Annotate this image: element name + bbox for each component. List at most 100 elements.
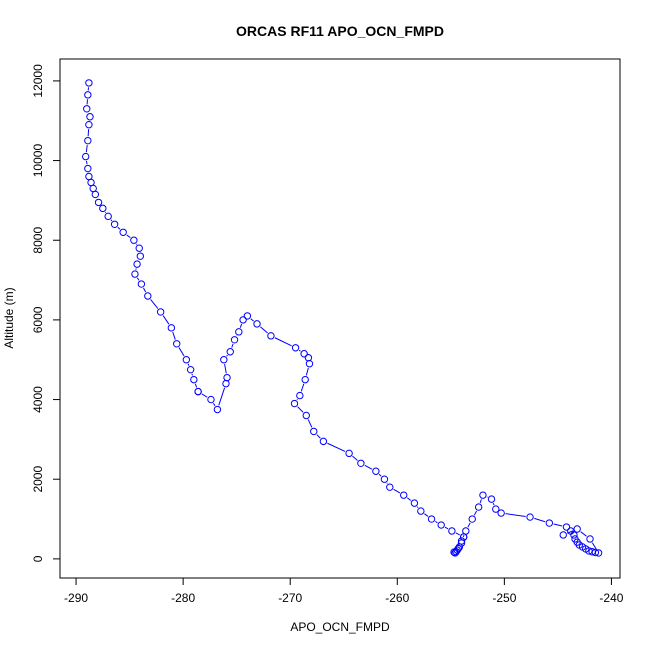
series-line-segment	[187, 363, 190, 366]
data-point	[84, 164, 92, 173]
series-line-segment	[316, 434, 321, 439]
data-point	[586, 535, 594, 543]
data-point	[573, 525, 581, 533]
data-point	[84, 91, 92, 99]
data-point	[410, 499, 419, 507]
series-line-segment	[150, 299, 159, 309]
data-point	[144, 292, 152, 300]
data-series	[450, 491, 603, 557]
data-point	[591, 548, 600, 557]
data-point	[291, 344, 300, 352]
data-point	[133, 260, 141, 268]
series-line-segment	[473, 510, 478, 516]
series-line-segment	[393, 488, 401, 494]
data-point	[84, 136, 92, 145]
series-line-segment	[378, 473, 382, 477]
data-point	[239, 316, 247, 324]
series-line-segment	[591, 542, 597, 550]
series-line-segment	[479, 499, 482, 504]
data-point	[457, 539, 466, 547]
data-point	[559, 531, 567, 539]
data-point	[156, 308, 165, 316]
series-line-segment	[444, 526, 449, 530]
series-line-segment	[126, 234, 131, 239]
x-tick-label: -250	[492, 591, 516, 605]
data-point	[94, 198, 103, 207]
series-line-segment	[136, 277, 140, 281]
data-point	[457, 537, 466, 545]
data-point	[372, 467, 380, 475]
data-point	[136, 252, 145, 260]
data-point	[119, 228, 127, 236]
data-point	[137, 280, 146, 288]
data-point	[235, 328, 243, 336]
series-layer	[81, 79, 603, 557]
series-line-segment	[300, 383, 305, 392]
series-line-segment	[85, 160, 88, 165]
data-point	[87, 178, 95, 187]
series-line-segment	[162, 315, 170, 325]
y-tick-label: 12000	[31, 64, 45, 98]
data-point	[448, 527, 456, 535]
data-point	[296, 391, 304, 400]
data-point	[479, 491, 487, 499]
series-line-segment	[212, 402, 216, 407]
series-line-segment	[178, 347, 185, 357]
y-tick-label: 2000	[31, 466, 45, 493]
series-line-segment	[298, 349, 301, 352]
data-point	[173, 340, 181, 348]
data-point	[305, 360, 314, 368]
series-line-segment	[307, 419, 313, 428]
series-line-segment	[534, 517, 546, 523]
data-point	[526, 513, 534, 521]
series-line-segment	[110, 219, 113, 222]
y-tick-label: 10000	[31, 144, 45, 178]
data-point	[186, 365, 195, 374]
data-point	[223, 373, 231, 382]
data-point	[357, 459, 365, 467]
x-tick-label: -260	[385, 591, 409, 605]
series-line-segment	[467, 522, 471, 528]
data-point	[194, 387, 202, 396]
data-point	[427, 515, 436, 523]
series-line-segment	[143, 287, 147, 293]
data-point	[89, 184, 97, 193]
series-line-segment	[492, 502, 495, 506]
data-point	[417, 507, 425, 515]
data-point	[570, 531, 578, 539]
series-line-segment	[239, 323, 243, 328]
data-point	[213, 405, 222, 414]
data-point	[562, 523, 571, 531]
data-point	[167, 324, 176, 332]
data-point	[302, 411, 310, 420]
data-point	[83, 105, 91, 113]
series-line-segment	[553, 523, 563, 527]
data-point	[594, 549, 603, 557]
series-line-segment	[327, 442, 346, 452]
data-point	[462, 527, 470, 535]
data-point	[230, 336, 239, 344]
data-point	[91, 190, 100, 199]
series-line-segment	[352, 455, 358, 461]
series-line-segment	[218, 387, 226, 406]
x-axis: -290 -280 -270 -260 -250 -240	[64, 577, 624, 605]
data-point	[386, 483, 394, 491]
chart-title: ORCAS RF11 APO_OCN_FMPD	[236, 23, 444, 39]
data-point	[131, 270, 139, 278]
data-point	[267, 332, 275, 340]
data-point	[345, 449, 353, 458]
series-line-segment	[231, 343, 234, 348]
data-point	[497, 509, 505, 517]
series-line-segment	[172, 331, 176, 340]
y-axis: 0 2000 4000 6000 8000 10000 12000	[31, 64, 61, 562]
data-point	[300, 350, 308, 358]
series-line-segment	[455, 532, 460, 536]
data-point	[437, 521, 445, 529]
data-point	[85, 121, 93, 129]
series-line-segment	[274, 337, 292, 347]
data-series	[194, 312, 468, 541]
y-tick-label: 0	[31, 555, 45, 562]
y-tick-label: 4000	[31, 386, 45, 413]
data-point	[301, 375, 309, 384]
